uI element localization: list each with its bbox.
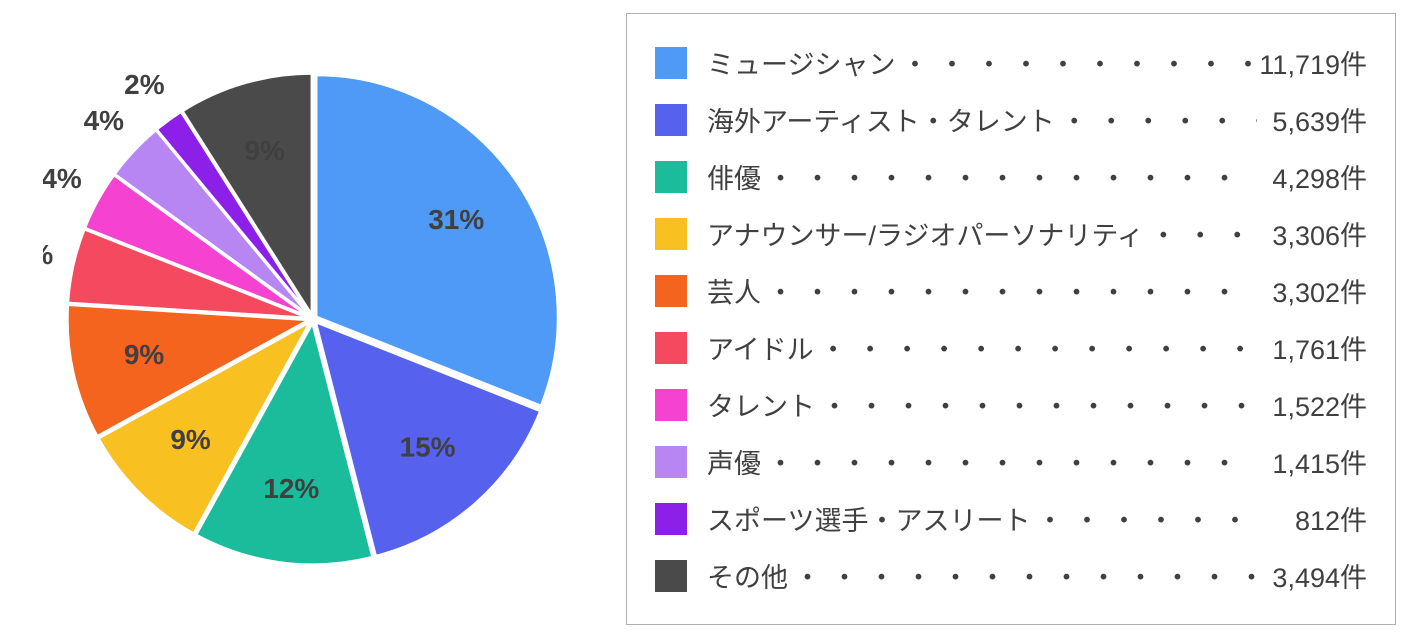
legend-dots: ・・・・・・・・・・・・・・・・・・	[814, 328, 1257, 367]
legend-value: 5,639件	[1257, 100, 1367, 139]
legend-swatch	[655, 503, 687, 535]
pie-slice-label: 2%	[124, 69, 165, 100]
legend-value: 1,415件	[1257, 442, 1367, 481]
legend-value: 812件	[1257, 499, 1367, 538]
legend-value: 11,719件	[1257, 43, 1367, 82]
legend-value: 3,494件	[1257, 556, 1367, 595]
pie-chart-area: 31% 15% 12% 9% 9% 5% 4%4% 2% 9%	[10, 9, 616, 629]
legend-swatch	[655, 389, 687, 421]
pie-slice-label: 4%	[84, 105, 125, 136]
legend-dots: ・・・・・・・・・・・・・・・・・・	[815, 385, 1257, 424]
legend-dots: ・・・・・・・・・・・・・・・・・・	[1055, 100, 1257, 139]
legend-swatch	[655, 446, 687, 478]
legend-row: 海外アーティスト・タレント・・・・・・・・・・・・・・・・・・5,639件	[655, 91, 1367, 148]
legend-dots: ・・・・・・・・・・・・・・・・・・	[788, 556, 1257, 595]
legend-value: 1,761件	[1257, 328, 1367, 367]
legend-label: 芸人	[707, 271, 761, 310]
legend-value: 3,306件	[1257, 214, 1367, 253]
pie-slice-label: 9%	[124, 339, 165, 370]
legend-swatch	[655, 332, 687, 364]
pie-slice-label: 9%	[245, 135, 286, 166]
legend-label: アイドル	[707, 328, 814, 367]
legend-label: その他	[707, 556, 788, 595]
legend-label: タレント	[707, 385, 815, 424]
legend-label: 俳優	[707, 157, 761, 196]
legend-value: 4,298件	[1257, 157, 1367, 196]
legend-row: その他・・・・・・・・・・・・・・・・・・3,494件	[655, 547, 1367, 604]
legend-panel: ミュージシャン・・・・・・・・・・・・・・・・・・11,719件海外アーティスト…	[626, 13, 1396, 625]
legend-row: タレント・・・・・・・・・・・・・・・・・・1,522件	[655, 376, 1367, 433]
legend-dots: ・・・・・・・・・・・・・・・・・・	[1144, 214, 1257, 253]
pie-slice-label: 12%	[263, 473, 319, 504]
pie-chart-svg: 31% 15% 12% 9% 9% 5% 4%4% 2% 9%	[43, 49, 583, 589]
pie-slice-label: 9%	[170, 424, 211, 455]
legend-dots: ・・・・・・・・・・・・・・・・・・	[895, 43, 1257, 82]
legend-swatch	[655, 104, 687, 136]
legend-dots: ・・・・・・・・・・・・・・・・・・	[761, 157, 1257, 196]
legend-label: スポーツ選手・アスリート	[707, 499, 1030, 538]
legend-swatch	[655, 161, 687, 193]
legend-swatch	[655, 275, 687, 307]
legend-value: 1,522件	[1257, 385, 1367, 424]
legend-swatch	[655, 218, 687, 250]
legend-row: アナウンサー/ラジオパーソナリティ・・・・・・・・・・・・・・・・・・3,306…	[655, 205, 1367, 262]
legend-row: 声優・・・・・・・・・・・・・・・・・・1,415件	[655, 433, 1367, 490]
legend-dots: ・・・・・・・・・・・・・・・・・・	[761, 271, 1257, 310]
pie-slice-label: 15%	[400, 431, 456, 462]
legend-row: 芸人・・・・・・・・・・・・・・・・・・3,302件	[655, 262, 1367, 319]
legend-dots: ・・・・・・・・・・・・・・・・・・	[761, 442, 1257, 481]
legend-value: 3,302件	[1257, 271, 1367, 310]
legend-label: 海外アーティスト・タレント	[707, 100, 1055, 139]
legend-row: ミュージシャン・・・・・・・・・・・・・・・・・・11,719件	[655, 34, 1367, 91]
legend-label: アナウンサー/ラジオパーソナリティ	[707, 214, 1144, 253]
legend-swatch	[655, 47, 687, 79]
legend-swatch	[655, 560, 687, 592]
legend-label: 声優	[707, 442, 761, 481]
pie-slice-label: 4%	[43, 163, 82, 194]
pie-slice-label: 5%	[43, 239, 53, 270]
legend-row: スポーツ選手・アスリート・・・・・・・・・・・・・・・・・・812件	[655, 490, 1367, 547]
pie-slice-label: 31%	[428, 204, 484, 235]
legend-row: 俳優・・・・・・・・・・・・・・・・・・4,298件	[655, 148, 1367, 205]
legend-row: アイドル・・・・・・・・・・・・・・・・・・1,761件	[655, 319, 1367, 376]
legend-dots: ・・・・・・・・・・・・・・・・・・	[1030, 499, 1257, 538]
legend-label: ミュージシャン	[707, 43, 895, 82]
